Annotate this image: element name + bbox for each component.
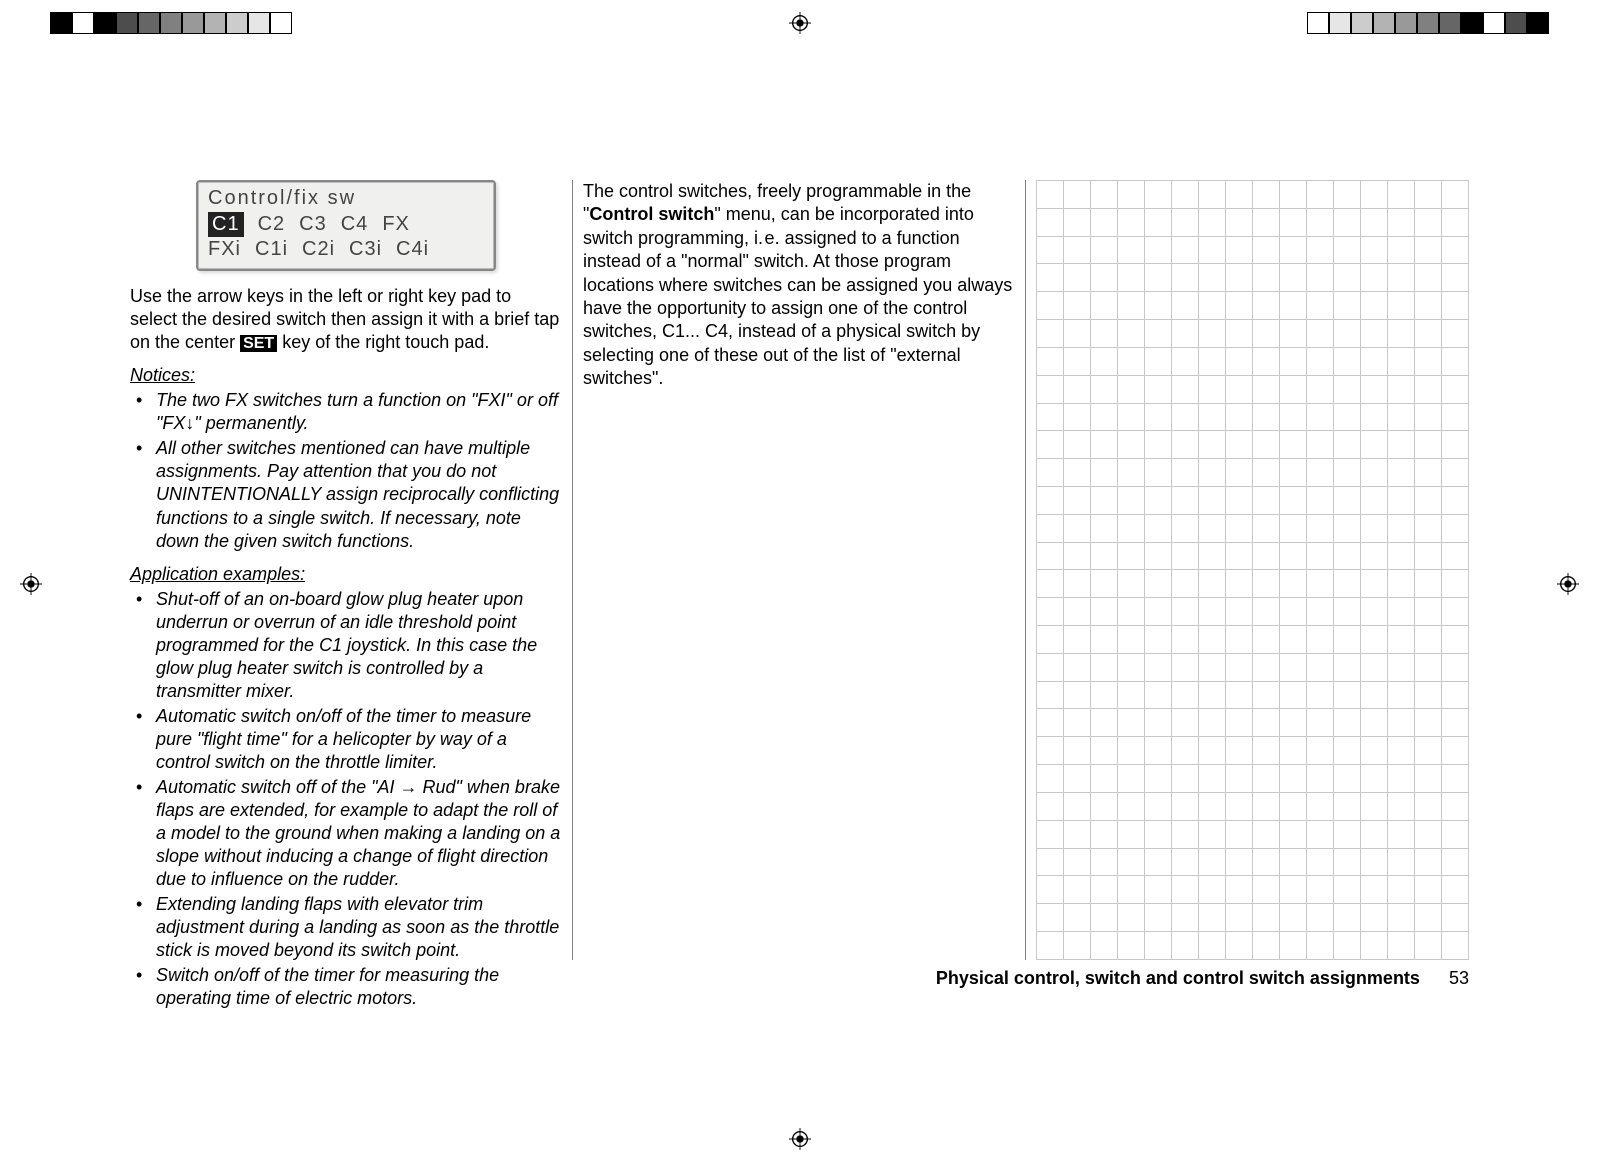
reg-mark-top xyxy=(789,12,811,34)
app-examples-header: Application examples: xyxy=(130,563,562,586)
lcd-cell: C2i xyxy=(302,237,335,263)
col2-text: The control switches, freely programmabl… xyxy=(583,180,1015,391)
intro-text: Use the arrow keys in the left or right … xyxy=(130,285,562,355)
colorbar-swatch xyxy=(1527,12,1549,34)
colorbar-swatch xyxy=(1439,12,1461,34)
set-key: SET xyxy=(240,335,277,352)
col2-bold: Control switch xyxy=(589,204,714,224)
colorbar-swatch xyxy=(1373,12,1395,34)
lcd-cell: C1i xyxy=(255,237,288,263)
colorbar-swatch xyxy=(94,12,116,34)
reg-mark-left xyxy=(20,573,42,595)
colorbar-swatch xyxy=(182,12,204,34)
app-examples-list: Shut-off of an on-board glow plug heater… xyxy=(130,588,562,1011)
colorbar-swatch xyxy=(1395,12,1417,34)
lcd-row-1: C1 C2 C3 C4 FX xyxy=(208,212,484,238)
colorbar-swatch xyxy=(72,12,94,34)
colorbar-swatch xyxy=(270,12,292,34)
lcd-cell: C4i xyxy=(396,237,429,263)
lcd-cell: C3i xyxy=(349,237,382,263)
list-item: The two FX switches turn a function on "… xyxy=(130,389,562,435)
list-item: Extending landing flaps with elevator tr… xyxy=(130,893,562,962)
colorbar-swatch xyxy=(160,12,182,34)
lcd-display: Control/fix sw C1 C2 C3 C4 FX FXi C1i C2i C3i C4… xyxy=(196,180,496,271)
footer-title: Physical control, switch and control swi… xyxy=(936,968,1420,988)
colorbar-swatch xyxy=(116,12,138,34)
notes-grid xyxy=(1036,180,1469,960)
lcd-title: Control/fix sw xyxy=(208,186,484,212)
column-3 xyxy=(1026,180,1479,960)
colorbar-swatch xyxy=(1483,12,1505,34)
column-1: Control/fix sw C1 C2 C3 C4 FX FXi C1i C2i C3i C4… xyxy=(120,180,573,960)
reg-mark-bottom xyxy=(789,1128,811,1150)
reg-mark-right xyxy=(1557,573,1579,595)
colorbar-swatch xyxy=(248,12,270,34)
colorbar-swatch xyxy=(1329,12,1351,34)
lcd-row-2: FXi C1i C2i C3i C4i xyxy=(208,237,484,263)
colorbar-swatch xyxy=(50,12,72,34)
colorbar-swatch xyxy=(226,12,248,34)
column-2: The control switches, freely programmabl… xyxy=(573,180,1026,960)
list-item: Shut-off of an on-board glow plug heater… xyxy=(130,588,562,703)
list-item: Automatic switch off of the "AI → Rud" w… xyxy=(130,776,562,891)
lcd-cell: C3 xyxy=(299,212,327,238)
page-content: Control/fix sw C1 C2 C3 C4 FX FXi C1i C2i C3i C4… xyxy=(120,180,1480,960)
notices-list: The two FX switches turn a function on "… xyxy=(130,389,562,552)
notices-header: Notices: xyxy=(130,364,562,387)
list-item: All other switches mentioned can have mu… xyxy=(130,437,562,552)
colorbar-left xyxy=(50,12,292,34)
list-item: Automatic switch on/off of the timer to … xyxy=(130,705,562,774)
colorbar-swatch xyxy=(204,12,226,34)
lcd-cell: C2 xyxy=(258,212,286,238)
page-footer: Physical control, switch and control swi… xyxy=(936,968,1469,989)
colorbar-right xyxy=(1307,12,1549,34)
colorbar-swatch xyxy=(1417,12,1439,34)
lcd-cell: C4 xyxy=(341,212,369,238)
lcd-cell: FXi xyxy=(208,237,241,263)
col2-b: " menu, can be incorporated into switch … xyxy=(583,204,1012,388)
intro-b: key of the right touch pad. xyxy=(277,332,489,352)
colorbar-swatch xyxy=(1307,12,1329,34)
lcd-cell: C1 xyxy=(208,212,244,238)
list-item: Switch on/off of the timer for measuring… xyxy=(130,964,562,1010)
colorbar-swatch xyxy=(1461,12,1483,34)
colorbar-swatch xyxy=(1351,12,1373,34)
colorbar-swatch xyxy=(1505,12,1527,34)
lcd-cell: FX xyxy=(382,212,410,238)
colorbar-swatch xyxy=(138,12,160,34)
footer-page-number: 53 xyxy=(1449,968,1469,988)
